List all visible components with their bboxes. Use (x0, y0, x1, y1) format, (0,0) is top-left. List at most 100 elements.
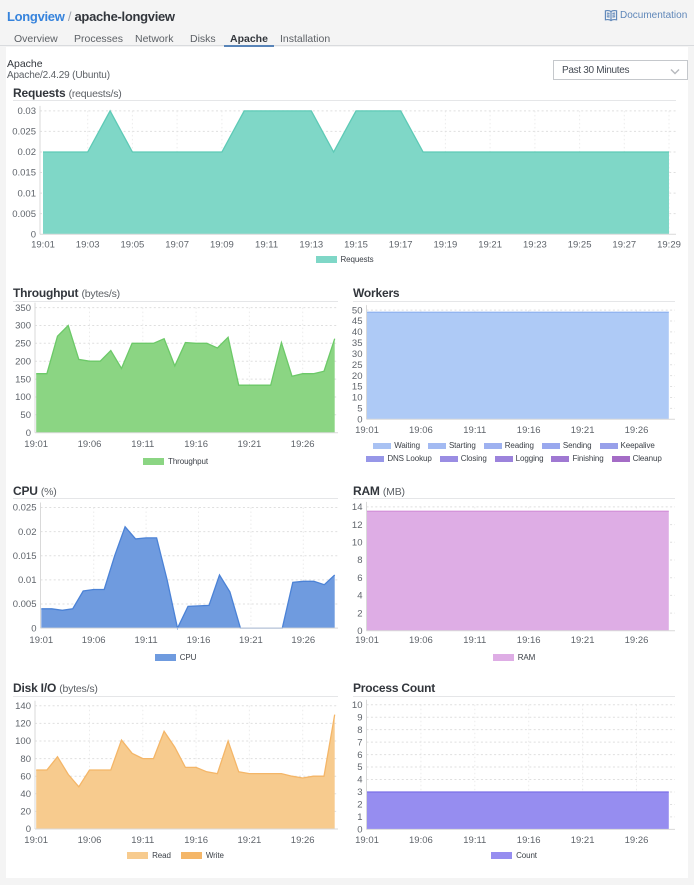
svg-text:19:21: 19:21 (239, 635, 263, 646)
svg-text:19:21: 19:21 (238, 439, 262, 450)
svg-text:80: 80 (20, 754, 31, 765)
svg-text:150: 150 (15, 374, 31, 385)
svg-text:40: 40 (352, 327, 363, 338)
svg-text:19:06: 19:06 (78, 835, 102, 846)
svg-text:19:01: 19:01 (31, 240, 55, 251)
svg-text:19:26: 19:26 (291, 635, 315, 646)
svg-text:19:01: 19:01 (355, 635, 379, 646)
svg-text:0.005: 0.005 (13, 599, 37, 610)
svg-text:0: 0 (357, 626, 362, 637)
svg-text:10: 10 (352, 393, 363, 404)
svg-text:15: 15 (352, 382, 363, 393)
svg-text:25: 25 (352, 360, 363, 371)
svg-text:19:11: 19:11 (463, 425, 486, 436)
svg-text:200: 200 (15, 356, 31, 367)
svg-text:0.02: 0.02 (18, 147, 37, 158)
svg-text:19:26: 19:26 (291, 439, 315, 450)
svg-text:19:16: 19:16 (517, 635, 541, 646)
svg-text:19:15: 19:15 (344, 240, 368, 251)
svg-text:19:11: 19:11 (135, 635, 158, 646)
svg-text:12: 12 (352, 520, 363, 531)
svg-text:6: 6 (357, 750, 362, 761)
svg-text:19:27: 19:27 (612, 240, 636, 251)
svg-text:45: 45 (352, 316, 363, 327)
svg-text:0: 0 (31, 229, 36, 240)
svg-text:19:23: 19:23 (523, 240, 547, 251)
svg-text:19:26: 19:26 (625, 835, 649, 846)
svg-text:19:16: 19:16 (517, 835, 541, 846)
svg-text:19:25: 19:25 (568, 240, 592, 251)
svg-text:19:11: 19:11 (463, 635, 486, 646)
svg-text:19:06: 19:06 (409, 635, 433, 646)
svg-text:2: 2 (357, 608, 362, 619)
svg-text:40: 40 (20, 789, 31, 800)
svg-text:3: 3 (357, 787, 362, 798)
svg-text:8: 8 (357, 555, 362, 566)
svg-text:0.005: 0.005 (12, 209, 36, 220)
svg-text:19:06: 19:06 (82, 635, 106, 646)
svg-text:19:11: 19:11 (255, 240, 278, 251)
svg-text:100: 100 (15, 736, 31, 747)
svg-text:19:26: 19:26 (291, 835, 315, 846)
svg-text:19:11: 19:11 (463, 835, 486, 846)
svg-text:19:19: 19:19 (434, 240, 458, 251)
svg-text:19:06: 19:06 (78, 439, 102, 450)
svg-text:0: 0 (357, 415, 362, 426)
svg-text:20: 20 (20, 807, 31, 818)
svg-text:19:26: 19:26 (625, 635, 649, 646)
svg-text:20: 20 (352, 371, 363, 382)
svg-text:100: 100 (15, 392, 31, 403)
svg-text:19:16: 19:16 (517, 425, 541, 436)
svg-text:19:13: 19:13 (299, 240, 323, 251)
svg-text:19:21: 19:21 (238, 835, 262, 846)
svg-text:19:07: 19:07 (165, 240, 189, 251)
svg-text:19:11: 19:11 (131, 439, 154, 450)
svg-text:6: 6 (357, 573, 362, 584)
svg-text:19:01: 19:01 (355, 425, 379, 436)
svg-text:19:21: 19:21 (571, 835, 595, 846)
svg-text:5: 5 (357, 762, 362, 773)
svg-text:19:26: 19:26 (625, 425, 649, 436)
svg-text:0.03: 0.03 (18, 106, 37, 117)
svg-text:14: 14 (352, 502, 363, 513)
svg-text:0: 0 (26, 824, 31, 835)
svg-text:10: 10 (352, 700, 363, 711)
svg-text:19:16: 19:16 (184, 835, 208, 846)
svg-text:9: 9 (357, 712, 362, 723)
svg-text:19:17: 19:17 (389, 240, 413, 251)
svg-text:350: 350 (15, 303, 31, 314)
svg-text:19:05: 19:05 (121, 240, 145, 251)
svg-text:19:01: 19:01 (29, 635, 53, 646)
svg-text:50: 50 (20, 410, 31, 421)
svg-text:250: 250 (15, 339, 31, 350)
svg-text:50: 50 (352, 305, 363, 316)
svg-text:0: 0 (26, 428, 31, 439)
svg-text:0.015: 0.015 (13, 551, 37, 562)
svg-text:300: 300 (15, 321, 31, 332)
svg-text:19:16: 19:16 (187, 635, 211, 646)
svg-text:0.025: 0.025 (13, 503, 37, 514)
svg-text:35: 35 (352, 338, 363, 349)
svg-text:1: 1 (357, 812, 362, 823)
svg-text:19:09: 19:09 (210, 240, 234, 251)
svg-text:19:29: 19:29 (657, 240, 681, 251)
svg-text:0: 0 (357, 825, 362, 836)
svg-text:0.025: 0.025 (12, 127, 36, 138)
svg-text:8: 8 (357, 725, 362, 736)
svg-text:19:06: 19:06 (409, 425, 433, 436)
svg-text:0.01: 0.01 (18, 188, 37, 199)
svg-text:19:06: 19:06 (409, 835, 433, 846)
svg-text:10: 10 (352, 538, 363, 549)
svg-text:140: 140 (15, 701, 31, 712)
svg-text:4: 4 (357, 591, 362, 602)
svg-text:19:01: 19:01 (24, 835, 48, 846)
svg-text:19:01: 19:01 (355, 835, 379, 846)
svg-text:60: 60 (20, 771, 31, 782)
svg-text:7: 7 (357, 737, 362, 748)
svg-text:19:21: 19:21 (571, 425, 595, 436)
svg-text:4: 4 (357, 775, 362, 786)
svg-text:19:11: 19:11 (131, 835, 154, 846)
svg-text:19:21: 19:21 (571, 635, 595, 646)
svg-text:5: 5 (357, 404, 362, 415)
svg-text:19:01: 19:01 (24, 439, 48, 450)
